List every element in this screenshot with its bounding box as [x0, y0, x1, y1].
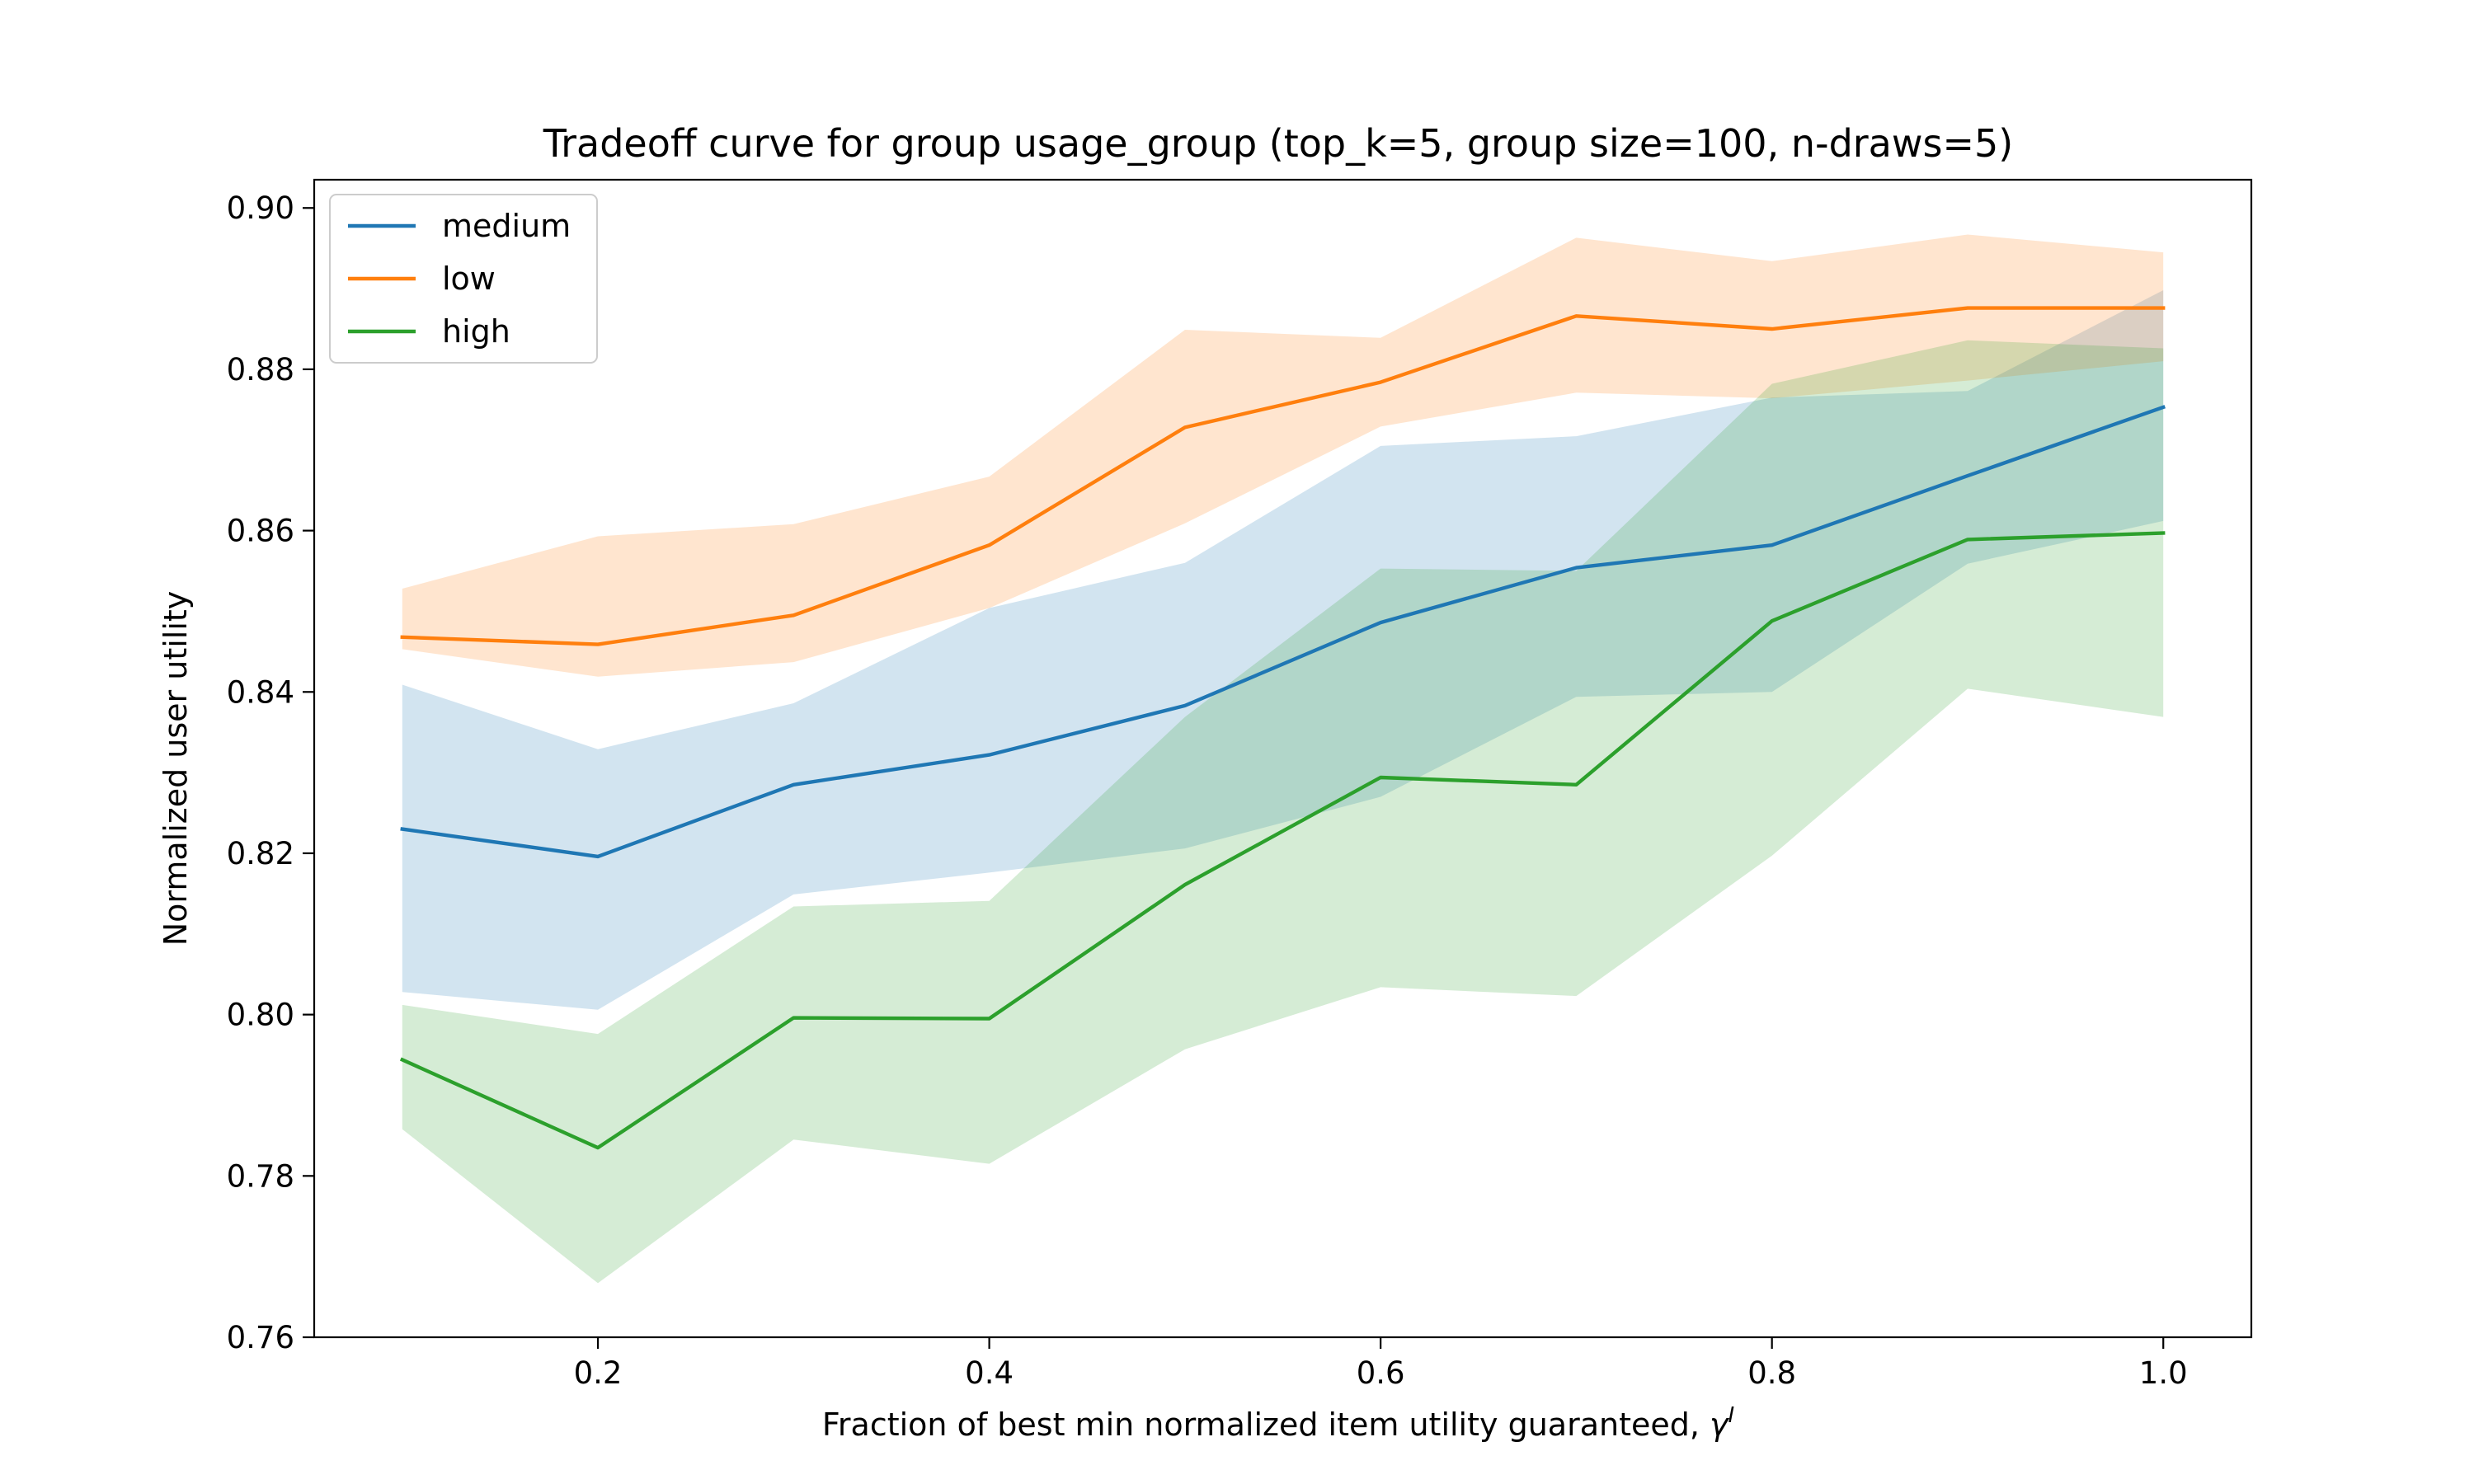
plot-area-frame	[313, 178, 2253, 1339]
x-axis-title-text: Fraction of best min normalized item uti…	[822, 1407, 1710, 1443]
y-tick-label: 0.88	[227, 352, 294, 387]
x-tick-label: 0.2	[574, 1355, 623, 1391]
x-tick-label: 0.6	[1357, 1355, 1405, 1391]
legend: medium low high	[329, 194, 598, 364]
y-axis-ticks: 0.76 0.78 0.80 0.82 0.84 0.86 0.88 0.90	[227, 190, 314, 1355]
line-low	[400, 306, 2166, 646]
y-tick-label: 0.86	[227, 514, 294, 549]
band-low	[402, 234, 2164, 677]
y-tick-label: 0.78	[227, 1158, 294, 1194]
x-axis-title-symbol: γ	[1710, 1407, 1730, 1443]
chart-title: Tradeoff curve for group usage_group (to…	[543, 121, 2013, 166]
x-tick-label: 0.8	[1747, 1355, 1796, 1391]
y-tick-label: 0.82	[227, 836, 294, 871]
legend-label-high: high	[442, 313, 510, 350]
series-lines	[399, 306, 2166, 1150]
line-medium	[400, 405, 2166, 859]
band-high	[402, 340, 2164, 1284]
x-axis-ticks: 0.2 0.4 0.6 0.8 1.0	[574, 1337, 2188, 1391]
x-tick-label: 0.4	[965, 1355, 1014, 1391]
y-tick-label: 0.90	[227, 190, 294, 226]
y-axis-title: Normalized user utility	[158, 591, 194, 946]
x-tick-label: 1.0	[2139, 1355, 2188, 1391]
y-tick-label: 0.76	[227, 1320, 294, 1355]
legend-box	[329, 194, 598, 364]
y-tick-label: 0.84	[227, 674, 294, 710]
band-medium	[402, 290, 2164, 1010]
line-high	[399, 531, 2166, 1150]
y-tick-label: 0.80	[227, 998, 294, 1033]
x-axis-title-superscript: I	[1729, 1403, 1735, 1428]
legend-label-low: low	[442, 261, 496, 297]
x-axis-title: Fraction of best min normalized item uti…	[822, 1403, 1734, 1443]
confidence-bands	[402, 234, 2164, 1284]
legend-label-medium: medium	[442, 208, 571, 244]
